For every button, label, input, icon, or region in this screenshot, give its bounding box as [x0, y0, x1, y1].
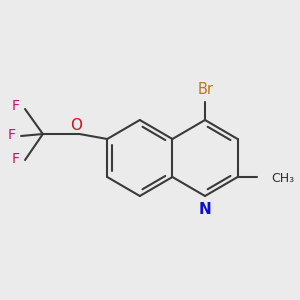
Text: F: F [11, 152, 19, 166]
Text: O: O [70, 118, 83, 134]
Text: F: F [7, 128, 15, 142]
Text: Br: Br [198, 82, 214, 98]
Text: F: F [11, 99, 19, 113]
Text: CH₃: CH₃ [271, 172, 294, 184]
Text: N: N [199, 202, 212, 217]
